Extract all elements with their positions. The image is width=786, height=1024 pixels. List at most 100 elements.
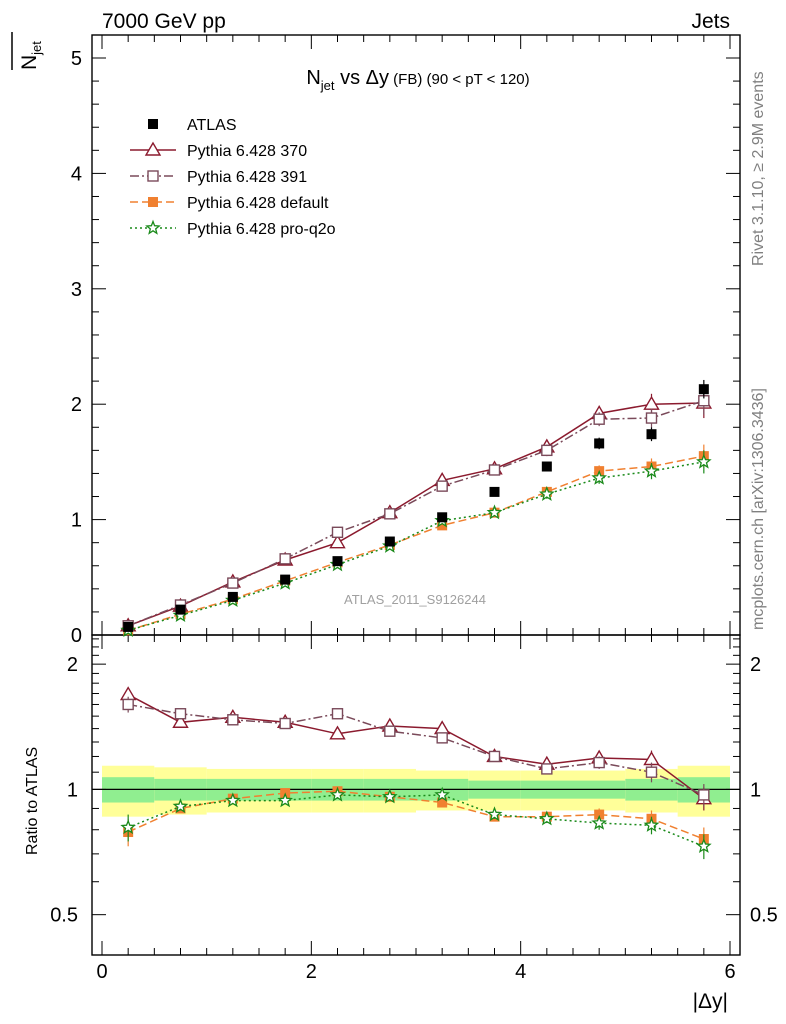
- data-point: [643, 395, 660, 410]
- ratio-series-pythia-6-428-pro-q2o: [120, 786, 712, 860]
- legend-marker: [148, 119, 158, 129]
- data-point: [437, 520, 448, 531]
- data-point: [594, 809, 605, 820]
- ratio-series-pythia-6-428-391: [122, 696, 710, 807]
- main-y-tick-label: 1: [71, 510, 82, 532]
- series-line: [127, 461, 704, 632]
- data-point: [384, 508, 396, 520]
- data-point: [172, 798, 189, 814]
- data-point: [280, 574, 291, 585]
- side-label-top: Rivet 3.1.10, ≥ 2.9M events: [750, 71, 767, 266]
- data-point: [227, 714, 239, 726]
- header-right: Jets: [691, 10, 730, 33]
- data-point: [486, 806, 503, 822]
- data-point: [175, 604, 186, 615]
- legend: ATLAS Pythia 6.428 370 Pythia 6.428 391 Pyt…: [130, 117, 336, 238]
- ratio-panel-series: [119, 686, 713, 860]
- data-point: [696, 453, 712, 469]
- title-fb: (FB): [389, 71, 422, 88]
- x-tick-label: 4: [515, 961, 526, 983]
- legend-label: ATLAS: [187, 117, 237, 134]
- data-point: [593, 756, 605, 769]
- svg-text:Njet: Njet: [18, 41, 44, 70]
- data-point: [643, 462, 660, 478]
- main-y-tick-label: 4: [71, 163, 82, 185]
- data-point: [643, 816, 660, 832]
- ratio-y-label: Ratio to ATLAS: [24, 747, 41, 855]
- data-point: [279, 553, 291, 565]
- title-sub: jet: [320, 78, 335, 93]
- series-line: [127, 455, 704, 632]
- ratio-y-tick-label: 2: [67, 654, 78, 676]
- data-point: [434, 786, 450, 802]
- data-point: [698, 384, 709, 395]
- data-point: [698, 789, 710, 801]
- data-point: [225, 792, 241, 808]
- legend-marker: [144, 141, 162, 156]
- main-y-tick-label: 3: [71, 279, 82, 301]
- data-point: [436, 732, 448, 744]
- data-point: [594, 438, 605, 449]
- series-line: [127, 794, 705, 847]
- main-panel-series: [119, 379, 713, 638]
- ratio-y-tick-label: 1: [67, 779, 78, 801]
- data-point: [489, 486, 500, 497]
- data-point: [123, 621, 134, 632]
- ratio-y-tick-label: 0.5: [50, 905, 78, 927]
- data-point: [331, 708, 344, 720]
- legend-label: Pythia 6.428 pro-q2o: [187, 221, 336, 238]
- main-y-tick-label: 0: [71, 625, 82, 647]
- data-point: [645, 766, 658, 778]
- legend-entry-pythia-6-428-default: Pythia 6.428 default: [130, 195, 329, 212]
- watermark: ATLAS_2011_S9126244: [344, 592, 486, 607]
- legend-marker: [147, 170, 159, 182]
- data-point: [488, 750, 501, 763]
- ylabel-sub: jet: [29, 41, 44, 56]
- ratio-uncertainty-bands: [92, 765, 740, 817]
- series-line: [127, 693, 705, 800]
- data-point: [593, 413, 605, 425]
- series-line: [127, 790, 705, 840]
- legend-marker: [148, 197, 158, 207]
- legend-label: Pythia 6.428 391: [187, 169, 307, 186]
- data-point: [174, 708, 187, 720]
- data-point: [384, 725, 396, 737]
- data-point: [591, 469, 608, 485]
- data-point: [436, 480, 448, 492]
- x-tick-label: 6: [724, 961, 735, 983]
- data-point: [541, 444, 553, 457]
- plot-title: Njet vs Δy (FB) (90 < pT < 120): [306, 67, 529, 93]
- data-point: [645, 412, 658, 424]
- main-y-label: Njet: [18, 41, 44, 70]
- legend-label: Pythia 6.428 default: [187, 195, 329, 212]
- main-y-tick-label: 5: [71, 48, 82, 70]
- legend-entry-pythia-6-428-pro-q2o: Pythia 6.428 pro-q2o: [130, 219, 336, 238]
- data-point: [332, 556, 343, 567]
- ratio-y-tick-label-right: 1: [750, 779, 761, 801]
- title-n: N: [306, 67, 320, 89]
- legend-label: Pythia 6.428 370: [187, 143, 307, 160]
- data-point: [541, 763, 553, 775]
- data-point: [437, 512, 448, 523]
- x-axis-label: |Δy|: [693, 990, 728, 1013]
- data-point: [695, 838, 712, 853]
- side-label-bottom: mcplots.cern.ch [arXiv:1306.3436]: [750, 388, 767, 630]
- x-tick-label: 0: [96, 961, 107, 983]
- legend-marker: [145, 219, 161, 235]
- data-point: [382, 788, 398, 804]
- data-point: [172, 713, 189, 728]
- data-point: [277, 792, 293, 808]
- data-point: [433, 720, 451, 735]
- data-point: [646, 429, 657, 440]
- main-y-tick-label: 2: [71, 394, 82, 416]
- title-vs: vs Δy: [335, 67, 389, 89]
- data-point: [591, 814, 608, 830]
- main-series-atlas: [123, 379, 709, 632]
- data-point: [329, 725, 346, 740]
- series-line: [127, 399, 705, 627]
- data-point: [329, 786, 346, 802]
- data-point: [329, 534, 346, 549]
- ratio-y-tick-label-right: 2: [750, 654, 761, 676]
- series-line: [128, 703, 705, 796]
